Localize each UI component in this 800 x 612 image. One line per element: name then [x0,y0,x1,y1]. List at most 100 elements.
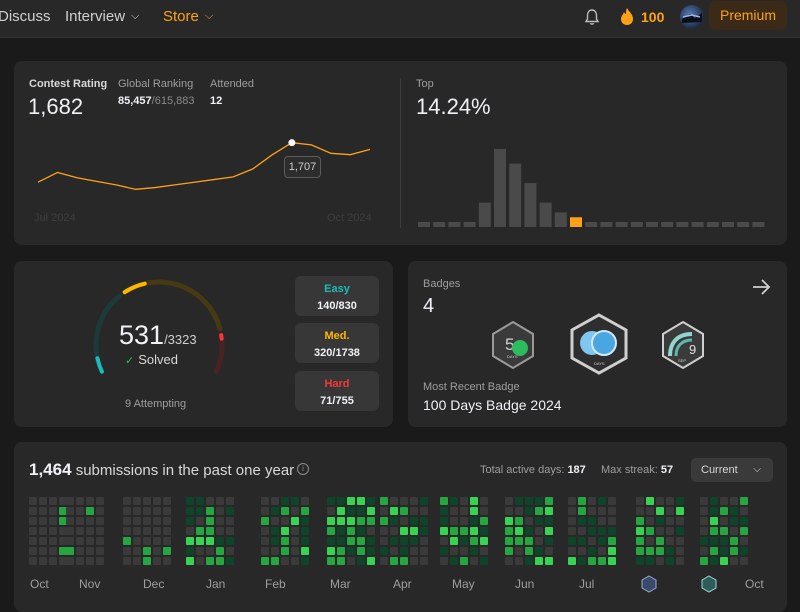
heatmap-cell[interactable] [367,517,375,525]
heatmap-cell[interactable] [367,527,375,535]
heatmap-cell[interactable] [196,507,204,515]
heatmap-cell[interactable] [66,517,74,525]
histogram-bar[interactable] [494,149,506,227]
heatmap-cell[interactable] [66,527,74,535]
heatmap-cell[interactable] [226,517,234,525]
heatmap-cell[interactable] [568,497,576,505]
nav-store[interactable]: Store⌵ [163,8,213,25]
heatmap-cell[interactable] [49,547,57,555]
heatmap-cell[interactable] [656,527,664,535]
heatmap-cell[interactable] [608,537,616,545]
heatmap-cell[interactable] [301,537,309,545]
heatmap-cell[interactable] [535,527,543,535]
heatmap-cell[interactable] [337,537,345,545]
heatmap-cell[interactable] [460,497,468,505]
heatmap-cell[interactable] [656,517,664,525]
heatmap-cell[interactable] [86,537,94,545]
heatmap-cell[interactable] [578,537,586,545]
heatmap-cell[interactable] [49,517,57,525]
heatmap-cell[interactable] [123,537,131,545]
heatmap-cell[interactable] [86,527,94,535]
heatmap-cell[interactable] [380,517,388,525]
heatmap-cell[interactable] [420,527,428,535]
heatmap-cell[interactable] [367,557,375,565]
heatmap-cell[interactable] [656,537,664,545]
heatmap-cell[interactable] [76,557,84,565]
histogram-bar[interactable] [540,203,552,227]
heatmap-cell[interactable] [216,537,224,545]
heatmap-cell[interactable] [450,507,458,515]
heatmap-cell[interactable] [440,547,448,555]
heatmap-cell[interactable] [153,537,161,545]
heatmap-cell[interactable] [636,527,644,535]
heatmap-cell[interactable] [327,517,335,525]
heatmap-cell[interactable] [656,507,664,515]
heatmap-cell[interactable] [460,547,468,555]
heatmap-cell[interactable] [525,517,533,525]
heatmap-cell[interactable] [216,557,224,565]
heatmap-cell[interactable] [676,557,684,565]
heatmap-cell[interactable] [291,557,299,565]
heatmap-cell[interactable] [163,527,171,535]
heatmap-cell[interactable] [39,547,47,555]
heatmap-cell[interactable] [271,537,279,545]
heatmap-cell[interactable] [656,497,664,505]
heatmap-cell[interactable] [29,537,37,545]
heatmap-cell[interactable] [666,537,674,545]
heatmap-cell[interactable] [291,507,299,515]
heatmap-cell[interactable] [96,557,104,565]
heatmap-cell[interactable] [337,547,345,555]
heatmap-cell[interactable] [545,517,553,525]
heatmap-cell[interactable] [740,517,748,525]
heatmap-cell[interactable] [460,507,468,515]
heatmap-cell[interactable] [327,557,335,565]
rating-point[interactable] [288,139,295,146]
heatmap-cell[interactable] [96,517,104,525]
heatmap-cell[interactable] [740,507,748,515]
heatmap-cell[interactable] [505,497,513,505]
heatmap-cell[interactable] [666,557,674,565]
heatmap-cell[interactable] [206,517,214,525]
heatmap-cell[interactable] [410,557,418,565]
heatmap-cell[interactable] [271,497,279,505]
heatmap-cell[interactable] [440,517,448,525]
heatmap-cell[interactable] [568,557,576,565]
histogram-bar[interactable] [676,222,688,227]
heatmap-cell[interactable] [676,537,684,545]
histogram-bar[interactable] [600,222,612,227]
heatmap-cell[interactable] [656,547,664,555]
histogram-bar[interactable] [737,222,749,227]
heatmap-cell[interactable] [216,517,224,525]
heatmap-cell[interactable] [505,507,513,515]
heatmap-cell[interactable] [666,547,674,555]
heatmap-cell[interactable] [535,537,543,545]
heatmap-cell[interactable] [636,557,644,565]
heatmap-cell[interactable] [515,537,523,545]
heatmap-cell[interactable] [291,537,299,545]
heatmap-cell[interactable] [740,527,748,535]
heatmap-cell[interactable] [29,517,37,525]
heatmap-cell[interactable] [196,547,204,555]
heatmap-cell[interactable] [86,497,94,505]
heatmap-cell[interactable] [545,527,553,535]
heatmap-cell[interactable] [470,537,478,545]
heatmap-cell[interactable] [291,497,299,505]
heatmap-cell[interactable] [76,537,84,545]
heatmap-cell[interactable] [730,517,738,525]
heatmap-cell[interactable] [367,497,375,505]
heatmap-cell[interactable] [367,547,375,555]
heatmap-cell[interactable] [568,547,576,555]
heatmap-cell[interactable] [29,507,37,515]
medium-stat[interactable]: Med.320/1738 [295,323,379,363]
heatmap-cell[interactable] [578,517,586,525]
heatmap-cell[interactable] [206,557,214,565]
heatmap-cell[interactable] [66,507,74,515]
heatmap-cell[interactable] [505,557,513,565]
streak-count[interactable]: 100 [641,9,664,25]
heatmap-cell[interactable] [710,497,718,505]
histogram-bar[interactable] [555,212,567,227]
histogram-bar[interactable] [752,222,764,227]
heatmap-cell[interactable] [206,497,214,505]
heatmap-cell[interactable] [578,557,586,565]
heatmap-cell[interactable] [470,547,478,555]
